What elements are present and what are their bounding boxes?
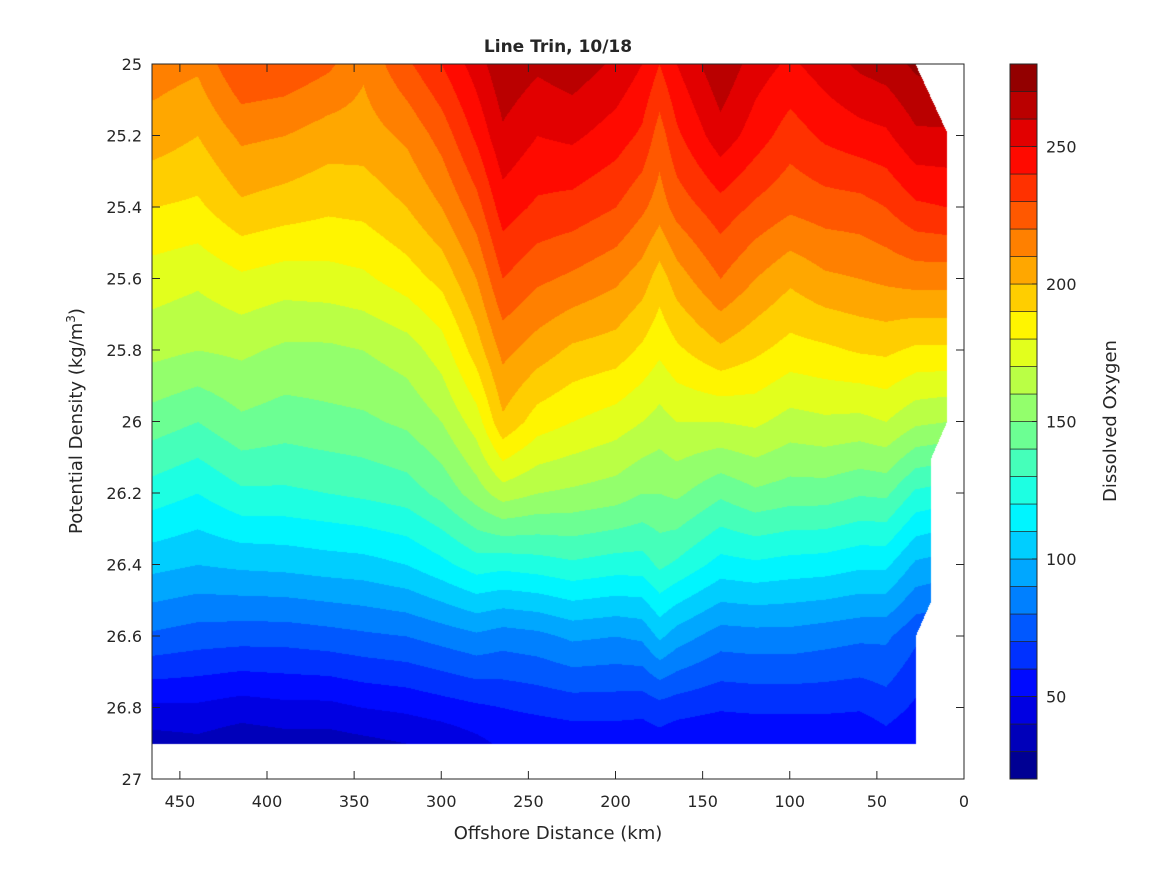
- colorbar-band: [1009, 366, 1038, 395]
- colorbar-band: [1009, 503, 1038, 532]
- x-tick-label: 300: [426, 792, 457, 811]
- colorbar-band: [1009, 696, 1038, 725]
- colorbar-band: [1009, 558, 1038, 587]
- colorbar-band: [1009, 613, 1038, 642]
- colorbar: 50 100 150 200 250: [1009, 63, 1077, 780]
- x-tick-label: 0: [959, 792, 969, 811]
- colorbar-band: [1009, 256, 1038, 285]
- colorbar-band: [1009, 586, 1038, 615]
- colorbar-band: [1009, 448, 1038, 477]
- colorbar-band: [1009, 63, 1038, 92]
- y-tick-label: 26.6: [106, 627, 142, 646]
- y-tick-label: 25.8: [106, 341, 142, 360]
- x-tick-label: 250: [513, 792, 544, 811]
- x-tick-label: 100: [774, 792, 805, 811]
- y-tick-label: 26.8: [106, 699, 142, 718]
- y-tick-label: 25: [122, 55, 142, 74]
- colorbar-tick-label: 250: [1046, 138, 1077, 157]
- colorbar-band: [1009, 393, 1038, 422]
- x-axis-label: Offshore Distance (km): [454, 823, 663, 844]
- colorbar-band: [1009, 476, 1038, 505]
- y-tick-label: 27: [122, 770, 142, 789]
- y-tick-label: 25.2: [106, 127, 142, 146]
- x-tick-label: 50: [867, 792, 887, 811]
- x-tick-label: 400: [252, 792, 283, 811]
- y-tick-label: 26.2: [106, 484, 142, 503]
- colorbar-tick-label: 150: [1046, 413, 1077, 432]
- y-tick-label: 26: [122, 413, 142, 432]
- colorbar-band: [1009, 228, 1038, 257]
- colorbar-band: [1009, 668, 1038, 697]
- colorbar-label: Dissolved Oxygen: [1100, 340, 1121, 502]
- x-tick-label: 450: [165, 792, 196, 811]
- y-axis-label: Potential Density (kg/m3): [64, 308, 87, 534]
- colorbar-band: [1009, 146, 1038, 175]
- colorbar-band: [1009, 531, 1038, 560]
- colorbar-band: [1009, 751, 1038, 780]
- axes: 450 400 350 300 250 200 150 100 50 0 25 25.2 25.4 25.…: [106, 55, 969, 811]
- colorbar-band: [1009, 173, 1038, 202]
- colorbar-band: [1009, 723, 1038, 752]
- x-tick-label: 150: [687, 792, 718, 811]
- colorbar-tick-label: 200: [1046, 275, 1077, 294]
- contour-field: [152, 64, 964, 779]
- colorbar-band: [1009, 201, 1038, 230]
- x-tick-label: 200: [600, 792, 631, 811]
- colorbar-tick-label: 100: [1046, 550, 1077, 569]
- colorbar-band: [1009, 311, 1038, 340]
- colorbar-band: [1009, 421, 1038, 450]
- axes-box: [151, 63, 965, 780]
- x-tick-label: 350: [339, 792, 370, 811]
- chart-title: Line Trin, 10/18: [484, 37, 632, 57]
- colorbar-band: [1009, 338, 1038, 367]
- colorbar-band: [1009, 641, 1038, 670]
- colorbar-tick-label: 50: [1046, 688, 1066, 707]
- colorbar-band: [1009, 118, 1038, 147]
- y-tick-label: 26.4: [106, 556, 142, 575]
- y-tick-label: 25.6: [106, 270, 142, 289]
- colorbar-band: [1009, 91, 1038, 120]
- colorbar-band: [1009, 283, 1038, 312]
- y-tick-label: 25.4: [106, 198, 142, 217]
